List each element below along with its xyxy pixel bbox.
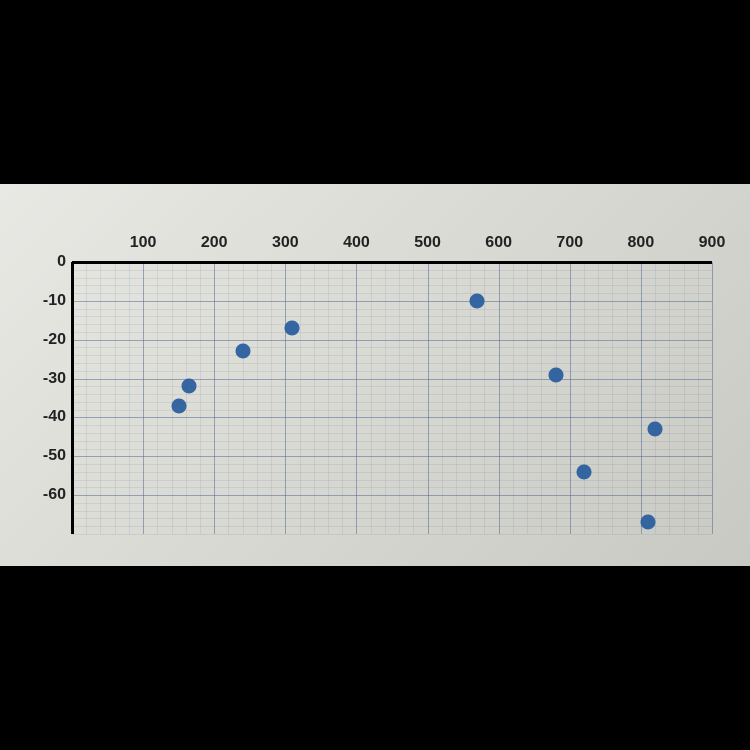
y-axis	[71, 262, 74, 534]
y-tick-label: 0	[32, 253, 66, 271]
x-tick-label: 900	[699, 234, 726, 252]
x-tick-label: 200	[201, 234, 228, 252]
x-tick-label: 800	[628, 234, 655, 252]
x-tick-label: 100	[130, 234, 157, 252]
chart-photo-frame: 100 200 300 400 500 600 700 800 900 0 -10 -20 -30 -40…	[0, 184, 750, 566]
grid-vertical	[285, 262, 286, 534]
grid-vertical	[712, 262, 713, 534]
data-point	[285, 321, 300, 336]
data-point	[470, 293, 485, 308]
grid-vertical	[428, 262, 429, 534]
x-tick-label: 300	[272, 234, 299, 252]
y-tick-label: -30	[32, 370, 66, 388]
y-tick-label: -10	[32, 292, 66, 310]
x-axis	[72, 261, 712, 264]
grid-horizontal	[72, 417, 712, 418]
data-point	[235, 344, 250, 359]
grid-vertical	[143, 262, 144, 534]
x-tick-label: 500	[414, 234, 441, 252]
y-tick-label: -40	[32, 408, 66, 426]
data-point	[548, 367, 563, 382]
grid-vertical	[499, 262, 500, 534]
data-point	[171, 398, 186, 413]
data-point	[577, 464, 592, 479]
data-point	[182, 379, 197, 394]
x-tick-label: 400	[343, 234, 370, 252]
y-tick-label: -50	[32, 447, 66, 465]
grid-vertical	[356, 262, 357, 534]
grid-vertical	[570, 262, 571, 534]
grid-horizontal	[72, 379, 712, 380]
x-tick-label: 700	[556, 234, 583, 252]
grid-horizontal	[72, 301, 712, 302]
grid-vertical	[641, 262, 642, 534]
x-tick-label: 600	[485, 234, 512, 252]
grid-horizontal	[72, 495, 712, 496]
grid-horizontal	[72, 456, 712, 457]
grid-vertical	[214, 262, 215, 534]
data-point	[641, 515, 656, 530]
y-tick-label: -60	[32, 486, 66, 504]
grid-horizontal	[72, 340, 712, 341]
y-tick-label: -20	[32, 331, 66, 349]
data-point	[648, 422, 663, 437]
